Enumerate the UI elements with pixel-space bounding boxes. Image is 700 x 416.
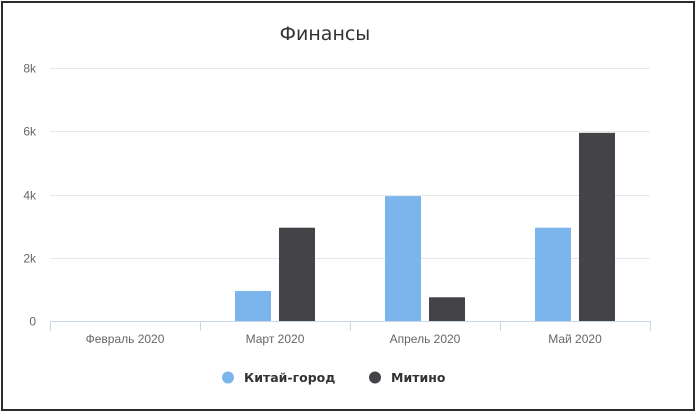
legend-marker: [369, 371, 381, 384]
y-tick-label: 2k: [23, 252, 37, 266]
y-tick-label: 0: [29, 315, 36, 329]
x-tick-label: Февраль 2020: [86, 332, 165, 346]
bar: [385, 196, 421, 321]
axes: 0 2k 4k 6k 8k Февраль 2020 Март 2020 Апрель 202…: [23, 62, 651, 346]
chart-title: Финансы: [280, 23, 371, 45]
y-tick-label: 4k: [23, 189, 37, 203]
y-tick-label: 6k: [23, 125, 37, 139]
legend-label: Китай-город: [244, 370, 335, 385]
bar: [579, 132, 615, 321]
x-tick-label: Апрель 2020: [390, 332, 461, 346]
legend: Китай-город Митино: [222, 370, 446, 385]
bars: [235, 132, 615, 321]
bar: [429, 297, 465, 321]
bar: [279, 227, 315, 321]
x-tick-label: Март 2020: [246, 332, 305, 346]
legend-marker: [222, 371, 234, 384]
bar: [535, 227, 571, 321]
bar: [235, 290, 271, 321]
y-tick-label: 8k: [23, 62, 37, 76]
x-tick-label: Май 2020: [548, 332, 602, 346]
legend-label: Митино: [391, 370, 446, 385]
